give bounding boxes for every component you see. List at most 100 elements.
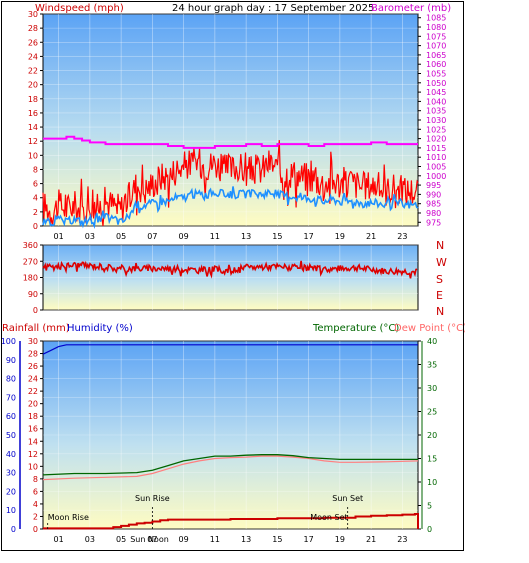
humidity-tick-label: 80 bbox=[6, 375, 16, 384]
climate-x-tick-label: 19 bbox=[335, 535, 345, 544]
rainfall-tick-label: 24 bbox=[28, 375, 38, 384]
windspeed-tick-label: 0 bbox=[33, 222, 38, 231]
rainfall-tick-label: 10 bbox=[28, 462, 38, 471]
rainfall-tick-label: 6 bbox=[33, 487, 38, 496]
barometer-tick-label: 980 bbox=[426, 209, 441, 218]
wind-x-tick-label: 07 bbox=[147, 232, 157, 241]
wind-average-line bbox=[42, 186, 419, 230]
moon-set-label: Moon Set bbox=[310, 513, 347, 522]
climate-x-tick-label: 17 bbox=[304, 535, 314, 544]
windspeed-tick-label: 12 bbox=[28, 137, 38, 146]
temperature-tick-label: 20 bbox=[427, 431, 437, 440]
direction-tick-label: 90 bbox=[28, 290, 38, 299]
wind-x-tick-label: 13 bbox=[241, 232, 251, 241]
compass-letter-n-top: N bbox=[436, 239, 444, 252]
windspeed-tick-label: 4 bbox=[33, 194, 38, 203]
windspeed-tick-label: 14 bbox=[28, 123, 38, 132]
barometer-tick-label: 1065 bbox=[426, 51, 446, 60]
temperature-tick-label: 25 bbox=[427, 408, 437, 417]
wind-x-tick-label: 17 bbox=[304, 232, 314, 241]
compass-letter-s: S bbox=[436, 273, 443, 286]
climate-x-ticks: 01 03 05 07 09 11 13 15 17 19 21 23 bbox=[54, 535, 408, 544]
barometer-tick-label: 1045 bbox=[426, 88, 446, 97]
barometer-tick-label: 1040 bbox=[426, 97, 446, 106]
barometer-tick-label: 1075 bbox=[426, 32, 446, 41]
climate-x-tick-label: 11 bbox=[210, 535, 220, 544]
barometer-tick-label: 1015 bbox=[426, 144, 446, 153]
dewpoint-line bbox=[42, 455, 419, 481]
windspeed-tick-label: 16 bbox=[28, 109, 38, 118]
climate-x-tick-label: 03 bbox=[85, 535, 95, 544]
humidity-tick-label: 50 bbox=[6, 431, 16, 440]
windspeed-tick-label: 20 bbox=[28, 81, 38, 90]
humidity-axis-title: Humidity (%) bbox=[67, 323, 133, 334]
wind-x-tick-label: 09 bbox=[179, 232, 189, 241]
wind-x-ticks: 01 03 05 07 09 11 13 15 17 19 21 23 bbox=[54, 232, 408, 241]
windspeed-tick-label: 10 bbox=[28, 151, 38, 160]
rainfall-tick-label: 14 bbox=[28, 437, 38, 446]
barometer-tick-label: 1010 bbox=[426, 153, 446, 162]
windspeed-tick-label: 8 bbox=[33, 165, 38, 174]
rainfall-tick-label: 4 bbox=[33, 500, 38, 509]
rainfall-tick-label: 22 bbox=[28, 387, 38, 396]
wind-x-tick-label: 11 bbox=[210, 232, 220, 241]
weather-graph: Windspeed (mph) 24 hour graph day : 17 S… bbox=[1, 3, 467, 544]
barometer-tick-label: 1005 bbox=[426, 162, 446, 171]
temperature-tick-label: 35 bbox=[427, 361, 437, 370]
sun-rise-label: Sun Rise bbox=[135, 494, 170, 503]
humidity-line bbox=[42, 344, 418, 355]
wind-x-tick-label: 01 bbox=[54, 232, 64, 241]
humidity-tick-label: 0 bbox=[11, 525, 16, 534]
wind-x-tick-label: 03 bbox=[85, 232, 95, 241]
barometer-tick-label: 1025 bbox=[426, 125, 446, 134]
windspeed-tick-label: 6 bbox=[33, 180, 38, 189]
climate-x-tick-label: 05 bbox=[116, 535, 126, 544]
barometer-tick-label: 990 bbox=[426, 190, 441, 199]
humidity-tick-label: 10 bbox=[6, 506, 16, 515]
wind-x-tick-label: 15 bbox=[272, 232, 282, 241]
rainfall-tick-label: 26 bbox=[28, 362, 38, 371]
humidity-y-ticks: 0 10 20 30 40 50 60 70 80 90 100 bbox=[1, 337, 21, 534]
rainfall-tick-label: 30 bbox=[28, 337, 38, 346]
windspeed-tick-label: 28 bbox=[28, 24, 38, 33]
compass-letter-n-bottom: N bbox=[436, 305, 444, 318]
compass-letter-e: E bbox=[436, 289, 443, 302]
wind-x-tick-label: 05 bbox=[116, 232, 126, 241]
sun-noon-label: Sun Noon bbox=[130, 535, 169, 544]
barometer-y-ticks: 9759809859909951000100510101015102010251… bbox=[418, 14, 446, 227]
climate-x-tick-label: 13 bbox=[241, 535, 251, 544]
windspeed-axis-title: Windspeed (mph) bbox=[35, 3, 124, 14]
humidity-tick-label: 20 bbox=[6, 487, 16, 496]
direction-series bbox=[42, 260, 418, 279]
temperature-axis-title: Temperature (°C) bbox=[312, 323, 399, 334]
barometer-tick-label: 1050 bbox=[426, 79, 446, 88]
wind-x-tick-label: 23 bbox=[397, 232, 407, 241]
barometer-line bbox=[43, 135, 418, 149]
sun-set-label: Sun Set bbox=[332, 494, 363, 503]
direction-tick-label: 0 bbox=[33, 306, 38, 315]
barometer-tick-label: 985 bbox=[426, 200, 441, 209]
astro-markers: Sun Rise Sun Set Moon Rise Moon Set Sun Noon bbox=[47, 494, 363, 544]
compass-letter-w: W bbox=[436, 256, 447, 269]
rainfall-tick-label: 20 bbox=[28, 400, 38, 409]
barometer-tick-label: 1070 bbox=[426, 42, 446, 51]
windspeed-tick-label: 18 bbox=[28, 95, 38, 104]
compass-letters: N W S E N bbox=[436, 239, 447, 318]
barometer-tick-label: 1030 bbox=[426, 116, 446, 125]
barometer-tick-label: 1060 bbox=[426, 60, 446, 69]
humidity-tick-label: 100 bbox=[2, 337, 16, 346]
direction-tick-label: 270 bbox=[23, 257, 38, 266]
wind-gust-line bbox=[42, 140, 419, 227]
windspeed-tick-label: 24 bbox=[28, 52, 38, 61]
rainfall-line bbox=[43, 513, 419, 530]
rainfall-tick-label: 28 bbox=[28, 350, 38, 359]
moon-rise-label: Moon Rise bbox=[48, 513, 89, 522]
climate-panel-grid bbox=[43, 340, 418, 530]
direction-panel-grid bbox=[43, 244, 418, 311]
temperature-tick-label: 30 bbox=[427, 384, 437, 393]
humidity-tick-label: 60 bbox=[6, 412, 16, 421]
humidity-tick-label: 40 bbox=[6, 450, 16, 459]
humidity-tick-label: 30 bbox=[6, 469, 16, 478]
